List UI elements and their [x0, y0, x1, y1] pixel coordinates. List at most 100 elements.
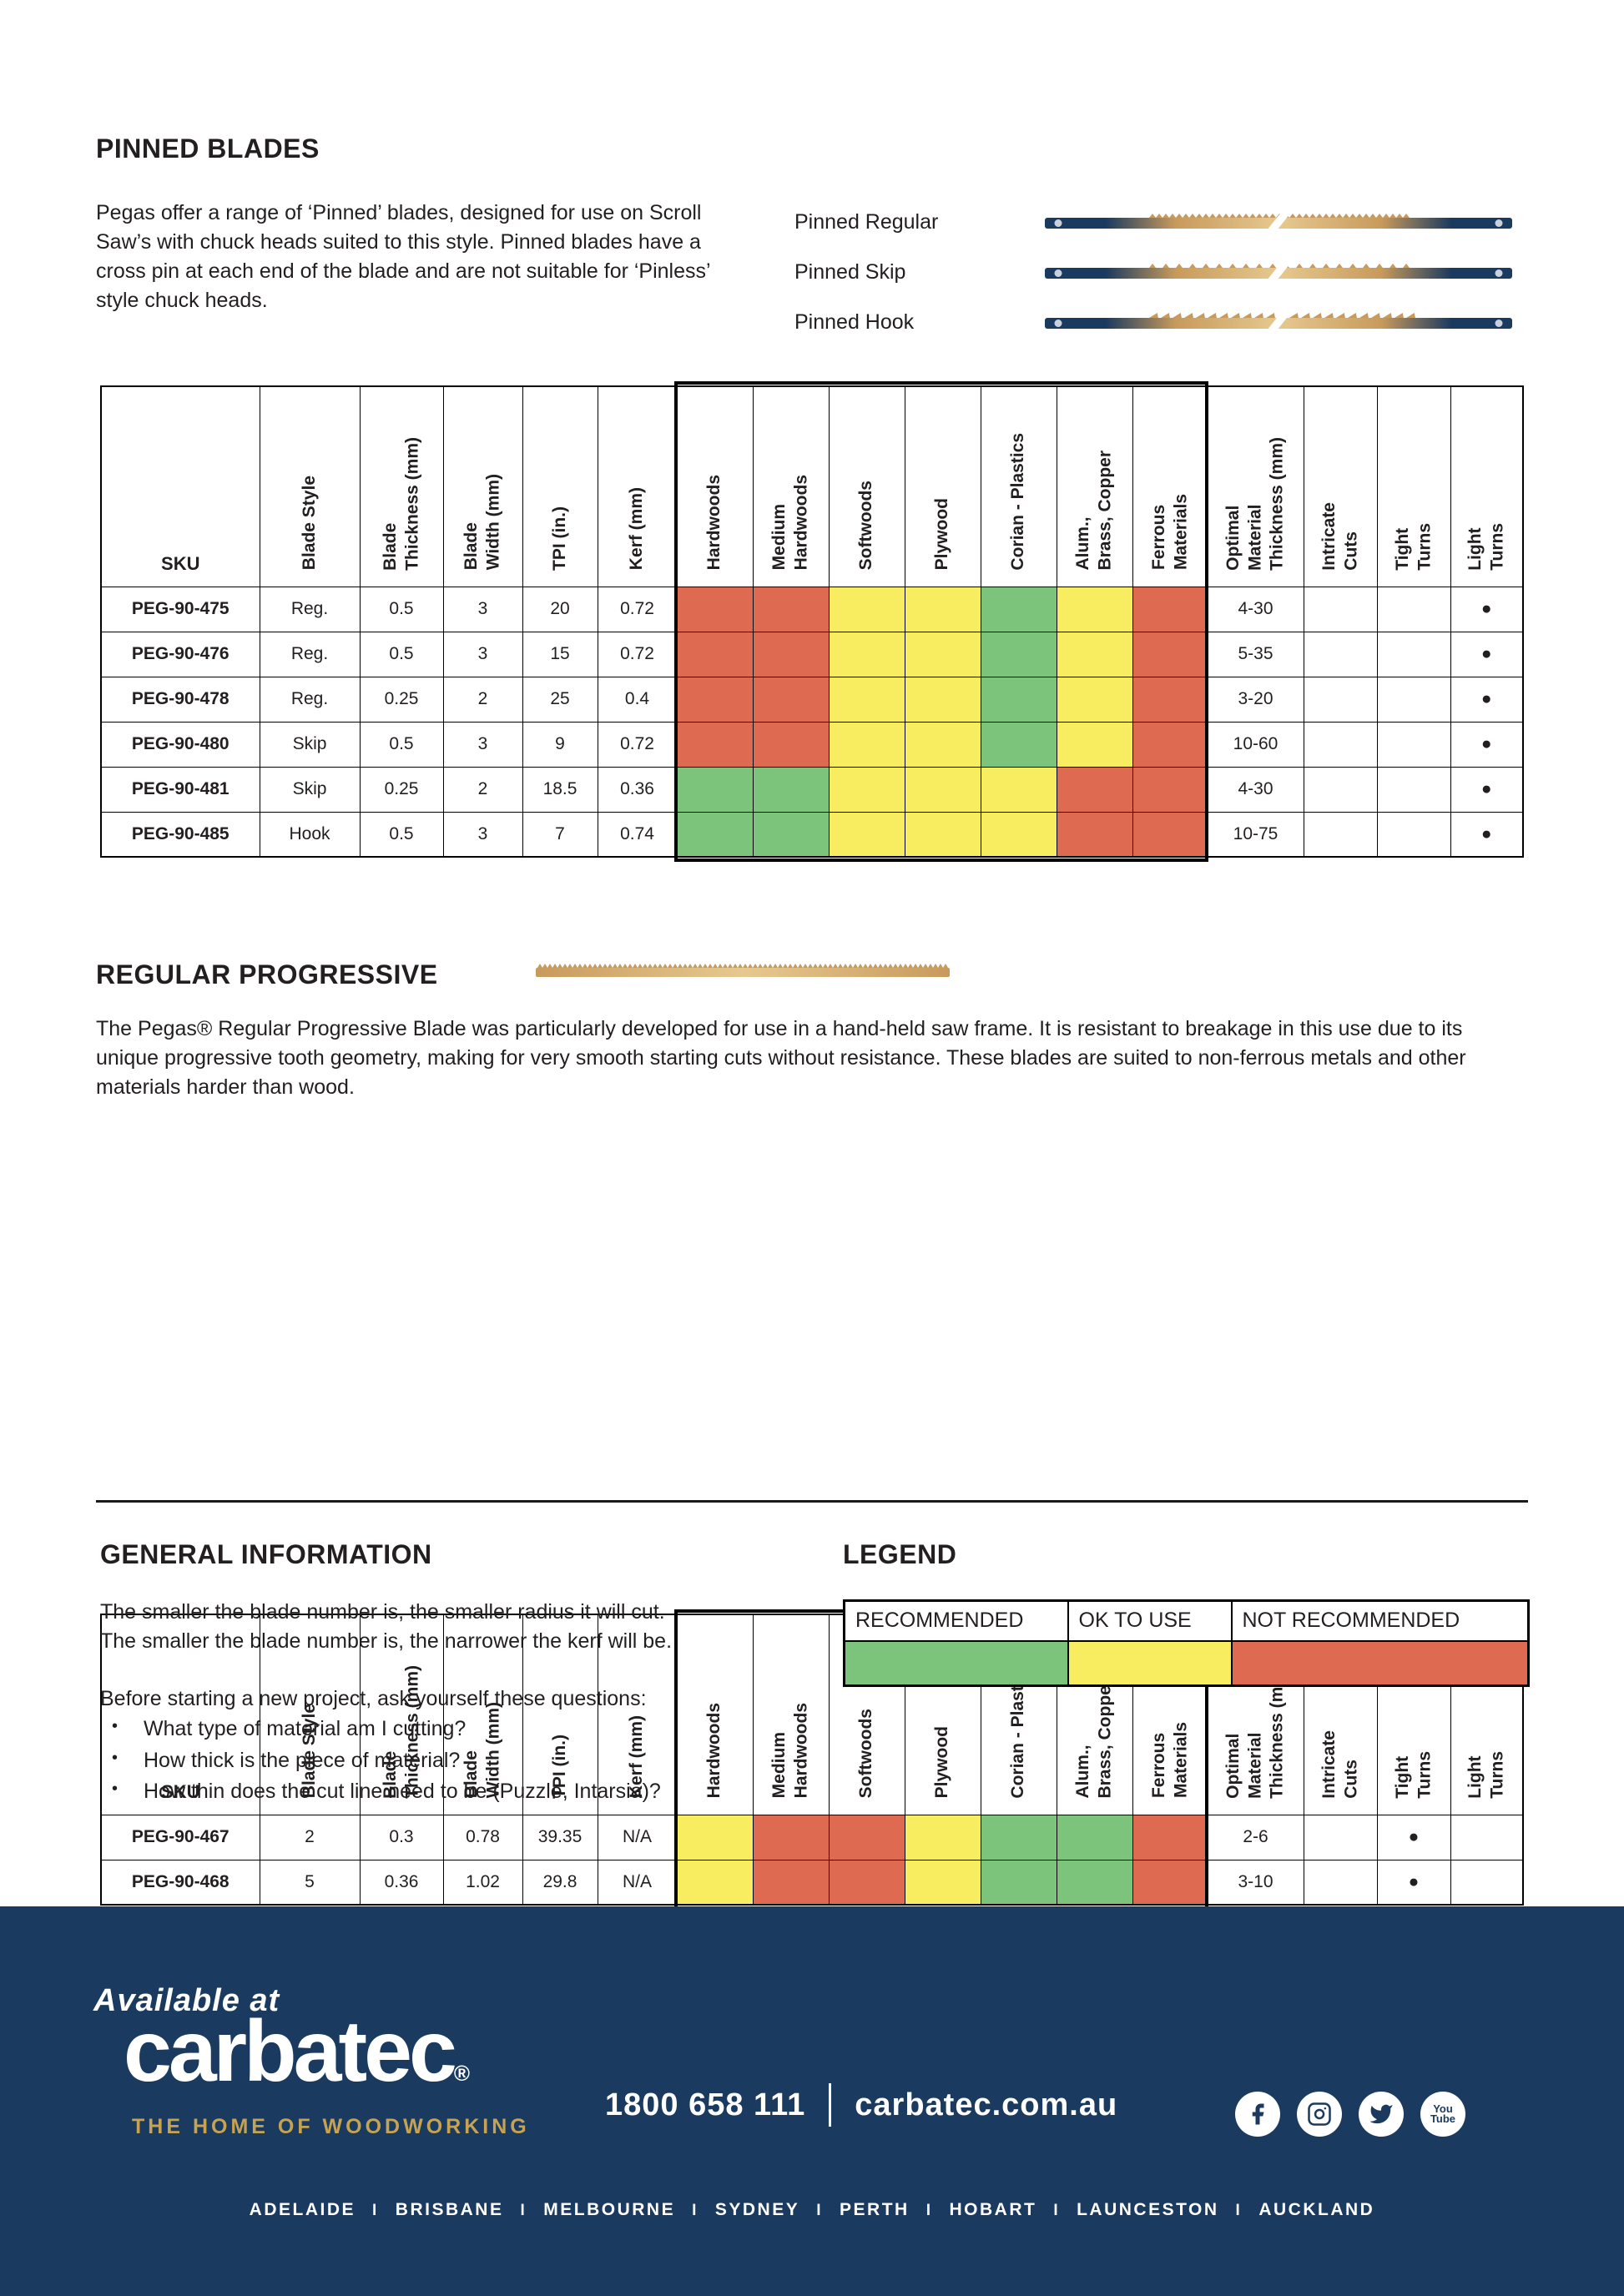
- pinned-hook-blade-image: [1045, 310, 1512, 335]
- material-rating-cell: [828, 586, 905, 632]
- material-rating-cell: [904, 811, 981, 858]
- material-rating-cell: [1132, 631, 1208, 677]
- material-rating-cell: [752, 1814, 830, 1860]
- bullet-icon: •: [112, 1780, 119, 1798]
- legend-title: LEGEND: [843, 1539, 957, 1569]
- material-rating-cell: [752, 676, 830, 723]
- info-line: The smaller the blade number is, the nar…: [100, 1629, 673, 1653]
- carbatec-tagline: THE HOME OF WOODWORKING: [132, 2115, 530, 2138]
- registered-mark: ®: [453, 2061, 471, 2086]
- header-row: SKU Blade Style Blade Thickness (mm) Blade …: [100, 385, 1524, 587]
- carbatec-logo-text: carbatec: [124, 2003, 457, 2100]
- info-bullet: • What type of material am I cutting?: [100, 1714, 835, 1745]
- blade-label-regular: Pinned Regular: [794, 209, 939, 234]
- material-rating-cell: [904, 766, 981, 813]
- spec-cell: 39.35: [522, 1814, 598, 1860]
- spec-cell: 0.5: [359, 586, 444, 632]
- turns-cell: [1376, 586, 1451, 632]
- spec-cell: Skip: [259, 721, 361, 768]
- general-information-title: GENERAL INFORMATION: [100, 1539, 432, 1569]
- material-rating-cell: [752, 1859, 830, 1906]
- spec-cell: 0.5: [359, 631, 444, 677]
- optimal-thickness-cell: 4-30: [1207, 766, 1304, 813]
- regular-progressive-title: REGULAR PROGRESSIVE: [96, 959, 438, 989]
- sku-cell: PEG-90-475: [100, 586, 260, 632]
- material-rating-cell: [1056, 811, 1133, 858]
- facebook-icon: [1235, 2092, 1280, 2137]
- spec-cell: 0.36: [597, 766, 678, 813]
- turns-cell: [1303, 586, 1378, 632]
- contact-block: 1800 658 111 carbatec.com.au: [605, 2083, 1117, 2127]
- material-rating-cell: [1056, 1814, 1133, 1860]
- material-rating-cell: [1056, 1859, 1133, 1906]
- material-rating-cell: [980, 631, 1057, 677]
- material-rating-cell: [828, 676, 905, 723]
- material-rating-cell: [676, 721, 754, 768]
- material-rating-cell: [676, 766, 754, 813]
- column-header-sku: SKU: [100, 385, 260, 587]
- spec-cell: 25: [522, 676, 598, 723]
- turns-cell: [1376, 676, 1451, 723]
- turns-cell: [1376, 766, 1451, 813]
- info-prompt: Before starting a new project, ask yours…: [100, 1687, 647, 1710]
- legend-label-row: RECOMMENDED OK TO USE NOT RECOMMENDED: [843, 1599, 1530, 1642]
- spec-cell: 20: [522, 586, 598, 632]
- spec-cell: 0.4: [597, 676, 678, 723]
- turns-cell: ●: [1450, 766, 1524, 813]
- table-row: PEG-90-485 Hook 0.5 3 7 0.74 10-75 ●: [100, 811, 1524, 858]
- column-header-plywood: Plywood: [904, 385, 981, 587]
- info-bullet: • How thick is the piece of material?: [100, 1745, 835, 1777]
- spec-cell: 0.36: [359, 1859, 444, 1906]
- spec-cell: 0.3: [359, 1814, 444, 1860]
- spec-cell: 0.25: [359, 766, 444, 813]
- column-header-hardwoods: Hardwoods: [676, 385, 754, 587]
- material-rating-cell: [828, 1814, 905, 1860]
- column-header-softwoods: Softwoods: [828, 385, 905, 587]
- pinned-regular-blade-image: [1045, 209, 1512, 234]
- spec-cell: Reg.: [259, 586, 361, 632]
- pinned-blades-table: SKU Blade Style Blade Thickness (mm) Blade …: [100, 385, 1524, 858]
- material-rating-cell: [676, 1859, 754, 1906]
- material-rating-cell: [980, 1859, 1057, 1906]
- column-header-blade-width-mm: Blade Width (mm): [442, 385, 523, 587]
- material-rating-cell: [676, 586, 754, 632]
- city-name: HOBART: [949, 2200, 1037, 2219]
- city-separator: I: [925, 2202, 933, 2219]
- column-header-kerf-mm: Kerf (mm): [597, 385, 678, 587]
- turns-cell: [1303, 1814, 1378, 1860]
- material-rating-cell: [980, 811, 1057, 858]
- youtube-icon: You Tube: [1420, 2092, 1465, 2137]
- spec-cell: N/A: [597, 1859, 678, 1906]
- website-url: carbatec.com.au: [855, 2087, 1118, 2122]
- column-header-light-turns: Light Turns: [1450, 385, 1524, 587]
- blade-example-hook: Pinned Hook: [794, 297, 1512, 347]
- turns-cell: [1376, 631, 1451, 677]
- turns-cell: [1450, 1859, 1524, 1906]
- table-row: PEG-90-478 Reg. 0.25 2 25 0.4 3-20 ●: [100, 676, 1524, 723]
- pinned-blades-description: Pegas offer a range of ‘Pinned’ blades, …: [96, 201, 710, 312]
- spec-cell: Skip: [259, 766, 361, 813]
- column-header-sku: SKU: [100, 1614, 260, 1815]
- material-rating-cell: [1056, 631, 1133, 677]
- spec-cell: 1.02: [442, 1859, 523, 1906]
- sku-cell: PEG-90-467: [100, 1814, 260, 1860]
- city-name: MELBOURNE: [543, 2200, 676, 2219]
- material-rating-cell: [752, 721, 830, 768]
- turns-cell: ●: [1450, 586, 1524, 632]
- blade-example-regular: Pinned Regular: [794, 197, 1512, 247]
- material-rating-cell: [676, 1814, 754, 1860]
- social-icons: You Tube: [1235, 2092, 1465, 2137]
- column-header-intricate-cuts: Intricate Cuts: [1303, 385, 1378, 587]
- material-rating-cell: [752, 766, 830, 813]
- column-header-tight-turns: Tight Turns: [1376, 385, 1451, 587]
- material-rating-cell: [1132, 1859, 1208, 1906]
- column-header-ferrous-materials: Ferrous Materials: [1132, 385, 1208, 587]
- city-name: BRISBANE: [395, 2200, 504, 2219]
- city-name: PERTH: [840, 2200, 910, 2219]
- section-divider: [96, 1500, 1528, 1503]
- spec-cell: 3: [442, 721, 523, 768]
- legend-swatch-not-recommended: [1230, 1639, 1530, 1687]
- optimal-thickness-cell: 3-10: [1207, 1859, 1304, 1906]
- regular-progressive-description: The Pegas® Regular Progressive Blade was…: [96, 1017, 1466, 1099]
- material-rating-cell: [980, 586, 1057, 632]
